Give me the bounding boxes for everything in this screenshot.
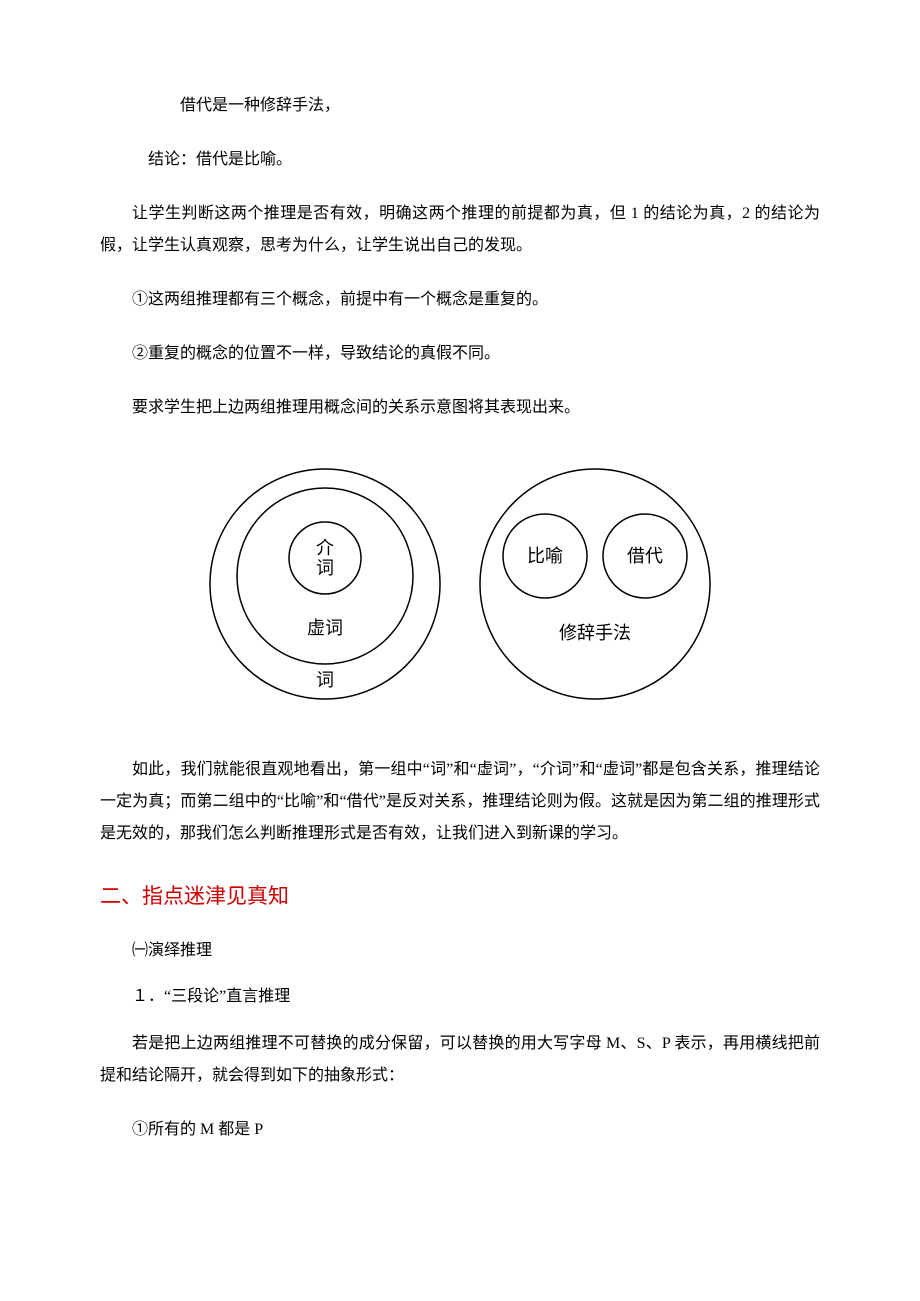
analysis-para: 如此，我们就能很直观地看出，第一组中“词”和“虚词”，“介词”和“虚词”都是包含… [100,754,820,850]
observation-1: ①这两组推理都有三个概念，前提中有一个概念是重复的。 [100,284,820,316]
abstract-intro: 若是把上边两组推理不可替换的成分保留，可以替换的用大写字母 M、S、P 表示，再… [100,1028,820,1092]
task-para: 要求学生把上边两组推理用概念间的关系示意图将其表现出来。 [100,392,820,424]
left-small-label: 比喻 [527,546,563,566]
inner-label-line1: 介 [316,538,334,558]
instruction-para: 让学生判断这两个推理是否有效，明确这两个推理的前提都为真，但 1 的结论为真，2… [100,198,820,262]
subsection-syllogism: １．“三段论”直言推理 [100,982,820,1006]
venn-left: 介 词 虚词 词 [195,454,455,714]
middle-label: 虚词 [307,618,343,638]
venn-right: 比喻 借代 修辞手法 [465,454,725,714]
subsection-deductive: ㈠演绎推理 [100,936,820,960]
document-page: 借代是一种修辞手法， 结论：借代是比喻。 让学生判断这两个推理是否有效，明确这两… [0,0,920,1228]
premise-line: 借代是一种修辞手法， [100,90,820,122]
form-line-1: ①所有的 M 都是 P [100,1114,820,1146]
inner-label-line2: 词 [316,558,334,578]
section-2-heading: 二、指点迷津见真知 [100,880,820,910]
observation-2: ②重复的概念的位置不一样，导致结论的真假不同。 [100,338,820,370]
venn-diagrams: 介 词 虚词 词 比喻 借代 修辞手法 [100,454,820,714]
conclusion-line: 结论：借代是比喻。 [100,144,820,176]
right-small-label: 借代 [627,546,663,566]
outer-label: 修辞手法 [559,623,631,643]
outer-label: 词 [316,670,334,690]
